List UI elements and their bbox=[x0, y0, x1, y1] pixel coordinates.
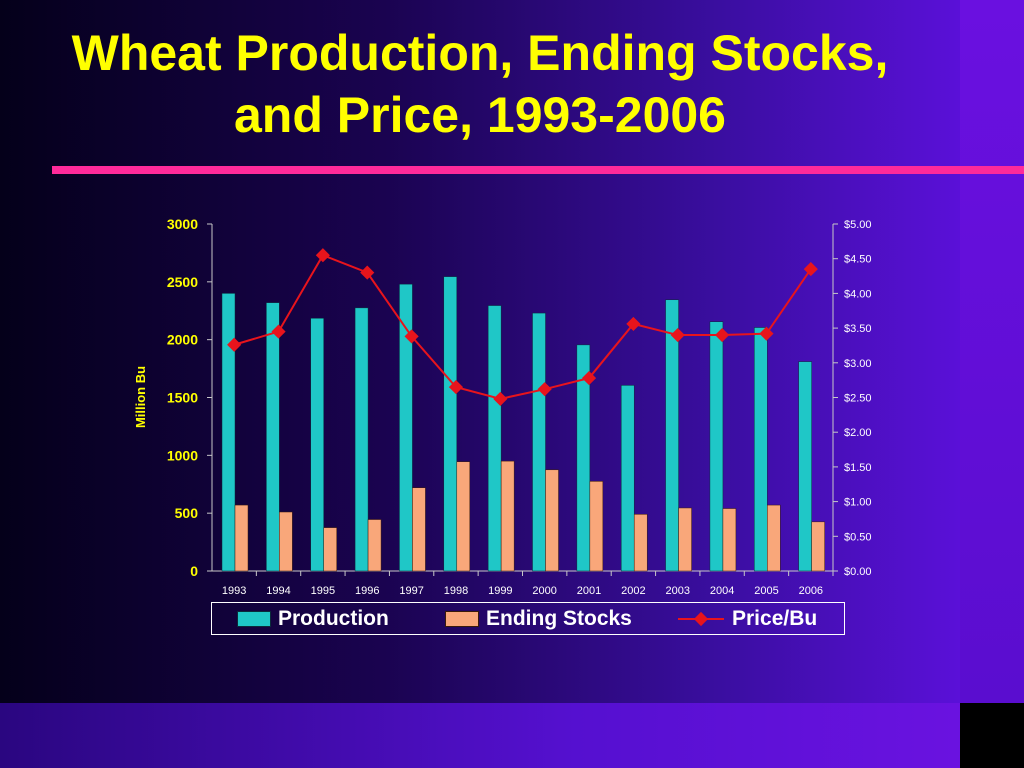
price-point bbox=[715, 327, 730, 343]
y2-tick-label: $2.50 bbox=[844, 393, 872, 405]
x-tick-label: 2004 bbox=[710, 585, 734, 597]
legend-label-production: Production bbox=[278, 606, 389, 630]
y-axis-title: Million Bu bbox=[133, 366, 148, 428]
production-bar bbox=[620, 385, 635, 572]
production-swatch bbox=[237, 610, 271, 627]
y2-tick-label: $4.00 bbox=[844, 288, 872, 300]
x-tick-label: 2000 bbox=[532, 585, 556, 597]
y-tick-label: 2000 bbox=[167, 332, 198, 348]
x-tick-label: 1999 bbox=[488, 585, 512, 597]
ending-stocks-bar bbox=[589, 481, 604, 572]
y2-tick-label: $1.00 bbox=[844, 497, 872, 509]
y2-tick-label: $3.50 bbox=[844, 323, 872, 335]
x-tick-label: 2003 bbox=[666, 585, 690, 597]
x-tick-label: 1993 bbox=[222, 585, 246, 597]
price-point bbox=[227, 337, 242, 352]
y2-tick-label: $4.50 bbox=[844, 254, 872, 266]
price-point bbox=[803, 262, 818, 277]
price-point bbox=[448, 380, 464, 395]
x-tick-label: 2002 bbox=[621, 585, 645, 597]
title-divider bbox=[52, 166, 1024, 174]
x-tick-label: 1995 bbox=[311, 585, 335, 597]
y-tick-label: 0 bbox=[190, 563, 198, 579]
price-point bbox=[360, 265, 375, 280]
price-line-swatch bbox=[678, 611, 724, 626]
production-bar bbox=[354, 307, 369, 572]
price-line bbox=[233, 253, 812, 400]
production-bar bbox=[310, 318, 324, 572]
production-bar bbox=[576, 344, 591, 572]
corner-block bbox=[960, 703, 1024, 768]
y2-tick-label: $0.00 bbox=[844, 566, 872, 578]
y-tick-label: 1500 bbox=[167, 390, 198, 406]
y2-tick-label: $3.00 bbox=[844, 358, 872, 370]
right-accent-bar bbox=[960, 0, 1024, 703]
production-bar bbox=[709, 321, 724, 572]
slide-background bbox=[0, 0, 960, 703]
price-point bbox=[626, 316, 641, 332]
price-point bbox=[759, 326, 774, 341]
x-tick-label: 1994 bbox=[266, 585, 290, 597]
price-point bbox=[581, 370, 597, 386]
ending-stocks-bar bbox=[678, 507, 692, 572]
x-tick-label: 1996 bbox=[355, 585, 379, 597]
ending-stocks-bar bbox=[412, 487, 426, 572]
production-bar bbox=[399, 283, 413, 572]
y2-tick-label: $1.50 bbox=[844, 462, 872, 474]
ending-stocks-swatch bbox=[445, 610, 479, 627]
x-tick-label: 1998 bbox=[444, 585, 468, 597]
production-bar bbox=[266, 302, 280, 572]
y2-tick-label: $0.50 bbox=[844, 531, 872, 543]
price-point bbox=[537, 382, 552, 397]
legend-item-price: Price/Bu bbox=[678, 603, 817, 634]
price-point bbox=[315, 248, 330, 263]
x-tick-label: 1997 bbox=[399, 585, 423, 597]
y-tick-label: 2500 bbox=[167, 274, 198, 290]
production-bar bbox=[665, 299, 679, 572]
legend-item-production: Production bbox=[237, 603, 389, 634]
price-point bbox=[404, 329, 419, 344]
ending-stocks-bar bbox=[545, 469, 559, 572]
chart-legend: Production Ending Stocks Price/Bu bbox=[211, 602, 845, 635]
ending-stocks-bar bbox=[367, 519, 382, 572]
ending-stocks-bar bbox=[811, 521, 825, 572]
bottom-accent-bar bbox=[0, 703, 960, 768]
y-tick-label: 1000 bbox=[167, 447, 198, 463]
y2-tick-label: $2.00 bbox=[844, 427, 872, 439]
ending-stocks-bar bbox=[500, 460, 515, 572]
production-bar bbox=[798, 361, 812, 572]
production-bar bbox=[754, 327, 768, 572]
legend-label-price: Price/Bu bbox=[732, 606, 818, 630]
ending-stocks-bar bbox=[767, 504, 781, 572]
ending-stocks-bar bbox=[633, 514, 648, 572]
ending-stocks-bar bbox=[323, 527, 337, 572]
ending-stocks-bar bbox=[456, 461, 471, 572]
ending-stocks-bar bbox=[722, 508, 737, 572]
slide-title: Wheat Production, Ending Stocks, and Pri… bbox=[71, 25, 889, 143]
y-tick-label: 500 bbox=[175, 505, 199, 521]
x-tick-label: 2006 bbox=[799, 585, 823, 597]
production-bar bbox=[532, 312, 546, 572]
production-bar bbox=[443, 276, 458, 572]
price-point bbox=[271, 324, 286, 339]
price-point bbox=[493, 391, 508, 406]
price-point bbox=[670, 327, 685, 343]
production-bar bbox=[487, 305, 502, 572]
y-tick-label: 3000 bbox=[167, 216, 198, 232]
x-tick-label: 2005 bbox=[754, 585, 778, 597]
production-bar bbox=[221, 293, 236, 572]
ending-stocks-bar bbox=[234, 504, 249, 572]
legend-label-ending-stocks: Ending Stocks bbox=[486, 606, 632, 630]
legend-item-ending-stocks: Ending Stocks bbox=[445, 603, 632, 634]
x-tick-label: 2001 bbox=[577, 585, 601, 597]
y2-tick-label: $5.00 bbox=[844, 219, 872, 231]
ending-stocks-bar bbox=[279, 511, 293, 572]
